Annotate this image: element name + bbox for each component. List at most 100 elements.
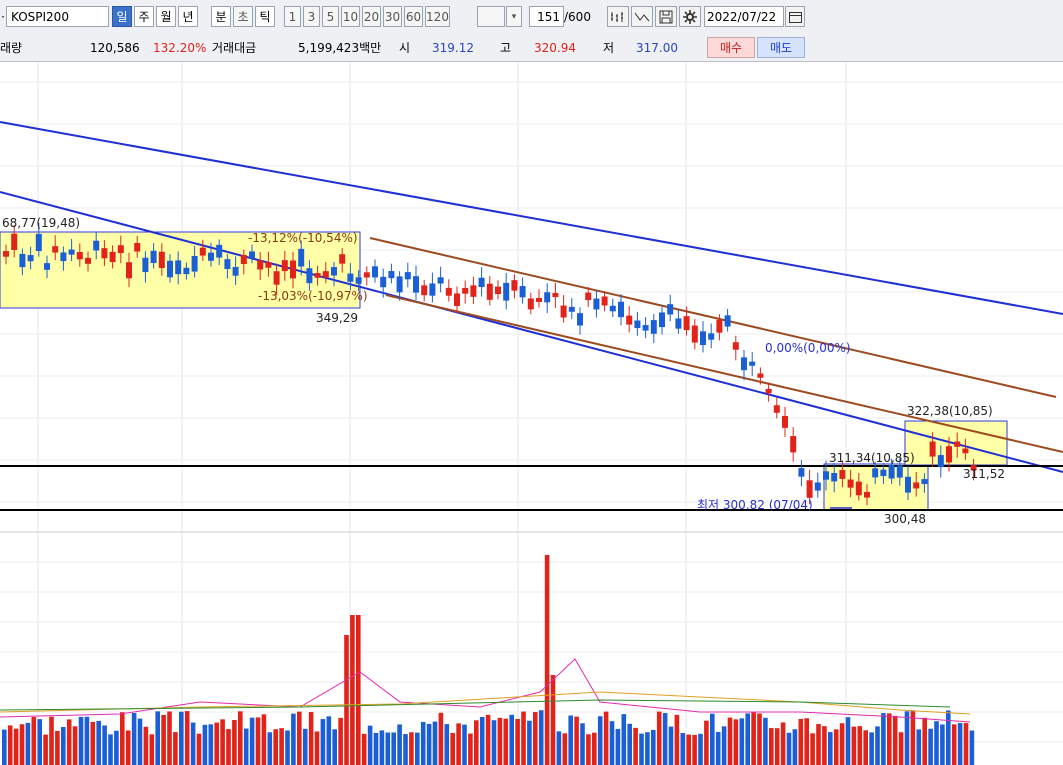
candle-body bbox=[527, 298, 534, 310]
open-label: 시 bbox=[399, 41, 411, 55]
volume-bar bbox=[208, 724, 214, 765]
period-minute[interactable]: 분 bbox=[211, 6, 231, 27]
volume-bar bbox=[13, 728, 19, 765]
period-second[interactable]: 초 bbox=[233, 6, 253, 27]
volume-bar bbox=[485, 714, 491, 765]
volume-bar bbox=[668, 726, 674, 765]
volume-bar bbox=[249, 717, 255, 765]
volume-bar bbox=[361, 733, 367, 765]
candle-body bbox=[35, 233, 42, 252]
candle-body bbox=[150, 250, 157, 263]
prev-arrow-icon[interactable]: · bbox=[1, 9, 5, 24]
candle-body bbox=[445, 287, 452, 296]
volume-bar bbox=[202, 724, 208, 765]
chart-type-icon[interactable] bbox=[607, 6, 629, 27]
candle-body bbox=[199, 247, 206, 256]
box3-top-label: 322,38(10,85) bbox=[907, 404, 993, 418]
interval-120[interactable]: 120 bbox=[425, 6, 450, 27]
candle-body bbox=[470, 285, 477, 297]
volume-bar bbox=[462, 724, 467, 765]
count-input[interactable]: 151 bbox=[529, 6, 564, 27]
volume-bar bbox=[7, 725, 13, 765]
volume-bar bbox=[957, 723, 963, 765]
volume-bar bbox=[828, 732, 833, 765]
interval-5[interactable]: 5 bbox=[322, 6, 339, 27]
sell-button[interactable]: 매도 bbox=[757, 37, 805, 58]
candle-body bbox=[85, 257, 91, 264]
candle-body bbox=[503, 282, 510, 301]
candle-body bbox=[855, 481, 862, 496]
candle-body bbox=[970, 465, 977, 471]
volume-bar bbox=[297, 711, 302, 765]
candle-body bbox=[659, 312, 665, 328]
candle-body bbox=[601, 296, 608, 306]
box3-low-label: 311,52 bbox=[963, 467, 1005, 481]
candle-body bbox=[732, 342, 739, 350]
interval-60[interactable]: 60 bbox=[404, 6, 423, 27]
volume-bar bbox=[391, 732, 396, 765]
candle-body bbox=[117, 245, 124, 254]
interval-10[interactable]: 10 bbox=[341, 6, 360, 27]
candle-body bbox=[716, 319, 723, 333]
volume-bar bbox=[96, 720, 101, 765]
period-week[interactable]: 주 bbox=[134, 6, 154, 27]
period-year[interactable]: 년 bbox=[178, 6, 198, 27]
volume-bar bbox=[102, 725, 107, 765]
volume-bar bbox=[686, 734, 691, 765]
volume-bar bbox=[120, 712, 125, 765]
candle-body bbox=[232, 266, 239, 276]
interval-3[interactable]: 3 bbox=[303, 6, 320, 27]
brown-channel-bottom bbox=[385, 294, 1063, 453]
volume-pct: 132.20% bbox=[153, 41, 207, 55]
volume-bar bbox=[839, 723, 845, 765]
volume-bar bbox=[25, 722, 31, 765]
period-tick[interactable]: 틱 bbox=[255, 6, 275, 27]
period-month[interactable]: 월 bbox=[156, 6, 176, 27]
save-icon[interactable] bbox=[655, 6, 677, 27]
candle-body bbox=[363, 272, 370, 278]
volume-bar bbox=[61, 727, 66, 765]
candle-body bbox=[650, 320, 657, 334]
interval-30[interactable]: 30 bbox=[383, 6, 402, 27]
volume-bar bbox=[279, 728, 284, 765]
buy-button[interactable]: 매수 bbox=[707, 37, 755, 58]
period-day[interactable]: 일 bbox=[112, 6, 132, 27]
gear-icon[interactable] bbox=[679, 6, 701, 27]
candle-body bbox=[347, 273, 354, 282]
volume-bar bbox=[78, 716, 84, 765]
volume-bar bbox=[285, 730, 290, 765]
candle-body bbox=[355, 277, 362, 284]
interval-20[interactable]: 20 bbox=[362, 6, 381, 27]
volume-bar bbox=[769, 728, 774, 765]
box1-top-label: 68,77(19,48) bbox=[2, 216, 80, 230]
volume-bar bbox=[662, 713, 668, 765]
price-volume-chart[interactable]: 68,77(19,48) -13,12%(-10,54%) -13,03%(-1… bbox=[0, 62, 1063, 765]
interval-1[interactable]: 1 bbox=[284, 6, 301, 27]
volume-bar bbox=[19, 724, 25, 765]
candle-body bbox=[314, 273, 321, 278]
volume-bar bbox=[521, 711, 526, 765]
box2-low-label: 300,48 bbox=[884, 512, 926, 526]
calendar-icon[interactable] bbox=[785, 6, 805, 27]
volume-bar bbox=[792, 729, 798, 765]
candle-body bbox=[191, 255, 198, 272]
volume-bar bbox=[190, 722, 196, 765]
volume-bar bbox=[438, 712, 444, 765]
candle-body bbox=[216, 244, 223, 258]
volume-bar bbox=[845, 717, 851, 765]
candle-body bbox=[158, 251, 165, 268]
volume-bar bbox=[910, 711, 916, 765]
candle-body bbox=[675, 318, 682, 329]
draw-line-icon[interactable] bbox=[631, 6, 653, 27]
volume-bar bbox=[922, 717, 927, 765]
volume-bar bbox=[780, 722, 786, 765]
candle-body bbox=[380, 276, 387, 288]
custom-interval-input[interactable] bbox=[477, 6, 505, 27]
date-input[interactable]: 2022/07/22 bbox=[704, 6, 784, 27]
volume-bar bbox=[627, 723, 632, 765]
volume-bar bbox=[403, 734, 408, 765]
volume-bar bbox=[509, 714, 514, 765]
dropdown-arrow-icon[interactable]: ▾ bbox=[506, 6, 522, 27]
volume-bar bbox=[220, 719, 225, 765]
symbol-input[interactable]: KOSPI200 bbox=[6, 6, 109, 27]
